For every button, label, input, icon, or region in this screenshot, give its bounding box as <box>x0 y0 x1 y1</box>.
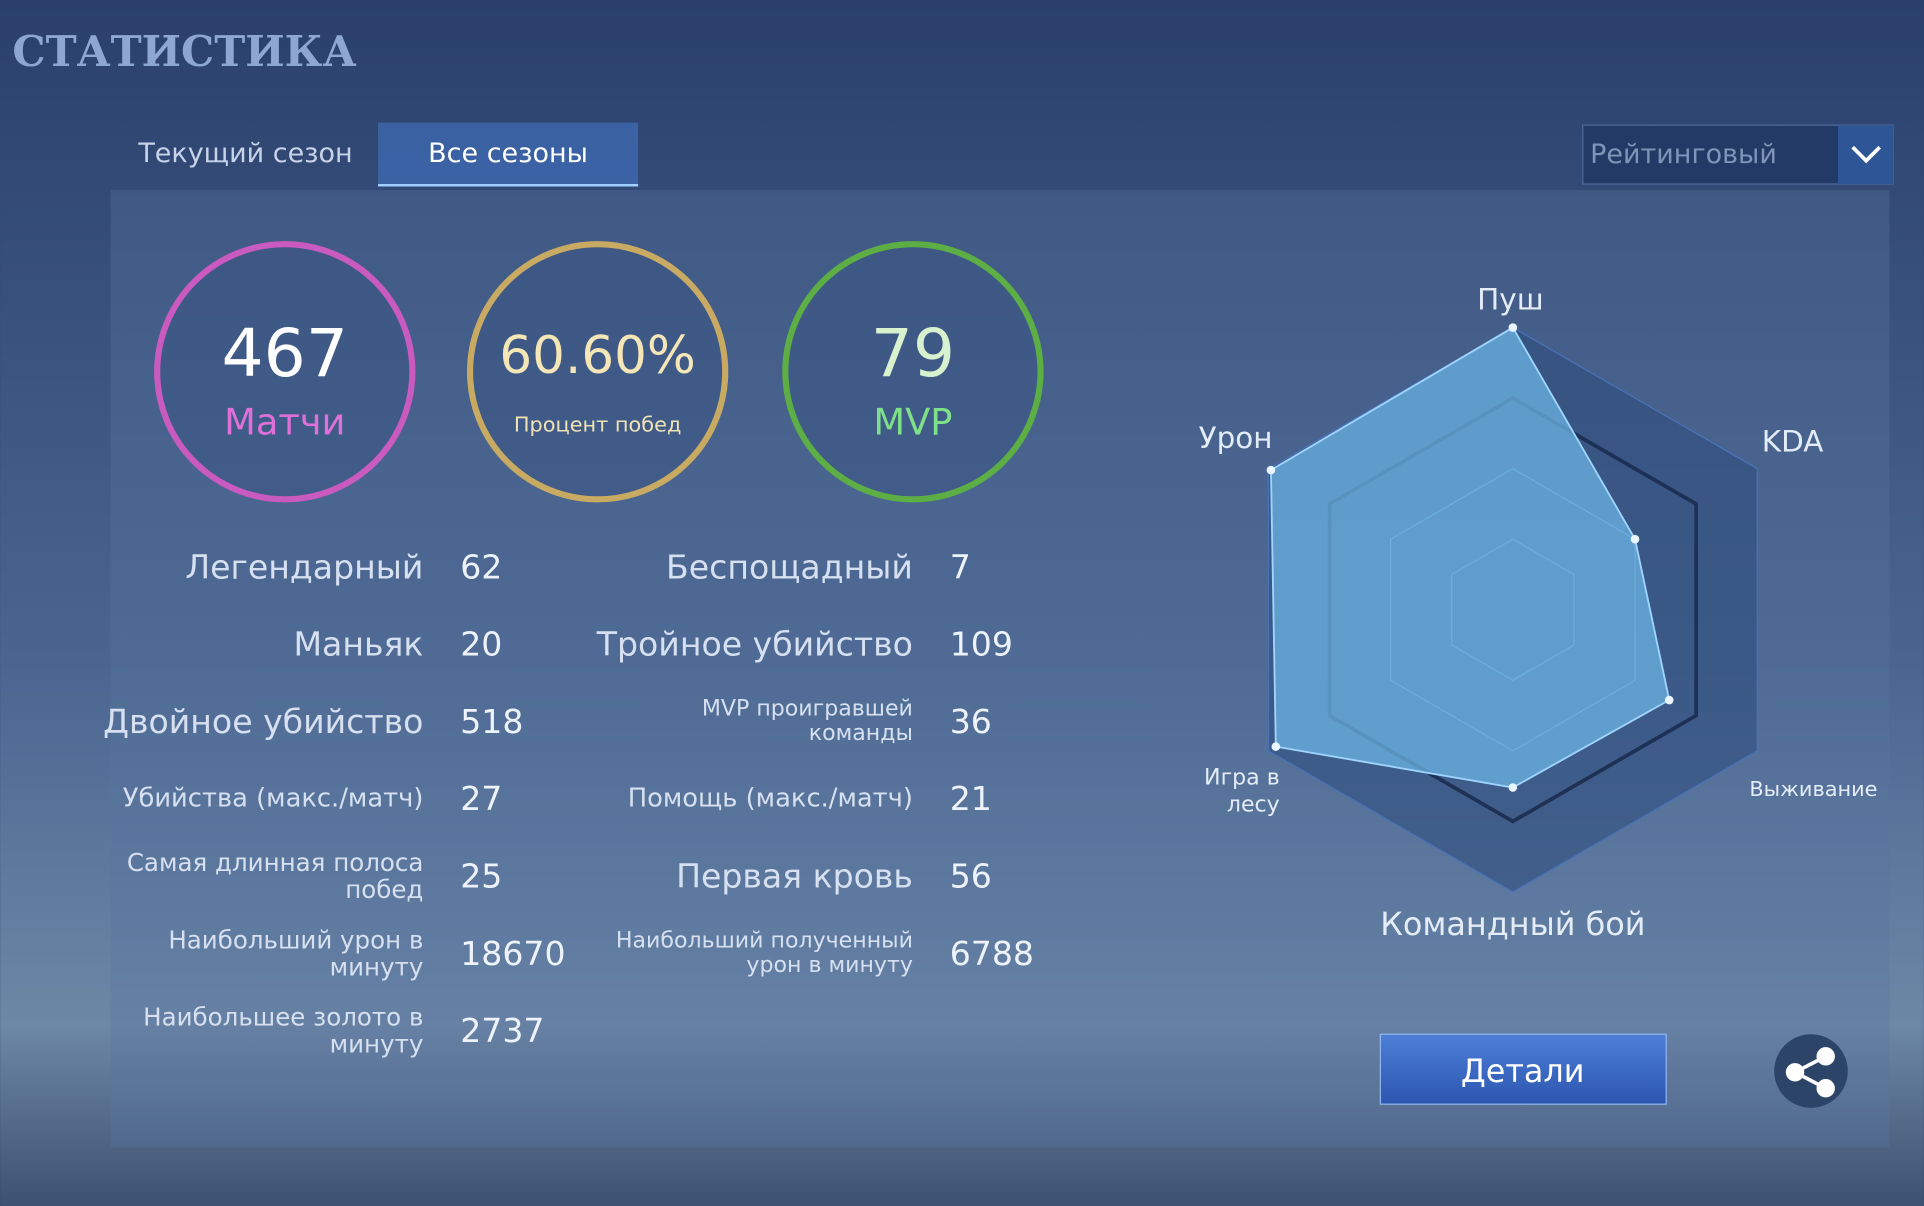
stat-value: 18670 <box>460 934 565 973</box>
stat-label: Самая длинная полоса <box>127 848 424 877</box>
summary-label: Матчи <box>224 401 345 444</box>
stat-value: 6788 <box>950 934 1034 973</box>
summary-label: MVP <box>873 401 952 444</box>
radar-point <box>1266 465 1276 475</box>
stat-value: 21 <box>950 779 992 818</box>
share-icon <box>1785 1047 1835 1098</box>
dropdown-label: Рейтинговый <box>1590 139 1777 170</box>
stat-label: Наибольшее золото в <box>143 1003 423 1032</box>
stat-label: минуту <box>330 1030 424 1059</box>
stat-value: 2737 <box>460 1011 544 1050</box>
stat-label: Легендарный <box>185 547 423 586</box>
stat-label: MVP проигравшей <box>702 697 913 722</box>
radar-point <box>1664 695 1674 705</box>
stat-label: побед <box>345 875 423 904</box>
stat-label: Наибольший урон в <box>168 925 423 954</box>
stat-label: Наибольший полученный <box>616 928 913 953</box>
stat-label: Помощь (макс./матч) <box>628 784 913 814</box>
stat-value: 109 <box>950 625 1013 664</box>
stat-label: Маньяк <box>293 625 423 664</box>
stat-value: 7 <box>950 547 971 586</box>
stat-value: 25 <box>460 856 502 895</box>
dropdown-arrow-bg <box>1837 125 1894 185</box>
stat-value: 36 <box>950 702 992 741</box>
stat-label: урон в минуту <box>746 953 913 978</box>
radar-point <box>1508 323 1518 332</box>
share-button[interactable] <box>1774 1034 1848 1108</box>
summary-value: 79 <box>871 315 955 392</box>
radar-point <box>1508 783 1518 792</box>
stat-label: команды <box>809 721 913 746</box>
stat-label: Первая кровь <box>676 856 913 895</box>
radar-point <box>1630 534 1640 544</box>
stat-value: 27 <box>460 779 502 818</box>
title: СТАТИСТИКА <box>12 27 356 76</box>
stat-value: 62 <box>460 547 502 586</box>
tab-active-bg <box>378 122 639 187</box>
stat-label: Двойное убийство <box>103 702 423 741</box>
radar-axis-label: Выживание <box>1749 777 1877 801</box>
radar-axis-label: лесу <box>1227 792 1280 817</box>
details-button[interactable] <box>1379 1033 1667 1105</box>
stat-label: Беспощадный <box>666 547 913 586</box>
summary-ring <box>154 241 416 503</box>
radar-axis-label: Игра в <box>1204 765 1280 790</box>
details-label: Детали <box>1461 1052 1585 1090</box>
tab[interactable]: Все сезоны <box>428 138 588 169</box>
tab[interactable]: Текущий сезон <box>137 138 352 169</box>
radar-axis-label: Командный бой <box>1380 905 1645 943</box>
stat-label: Тройное убийство <box>596 625 913 664</box>
stat-value: 56 <box>950 856 992 895</box>
stat-label: минуту <box>330 952 424 981</box>
radar-axis-label: KDA <box>1762 425 1824 459</box>
stat-value: 518 <box>460 702 523 741</box>
stat-value: 20 <box>460 625 502 664</box>
radar-axis-label: Пуш <box>1477 282 1544 316</box>
dropdown-arrow <box>1851 145 1881 164</box>
radar-point <box>1271 742 1281 751</box>
summary-ring <box>782 241 1044 503</box>
summary-value: 60.60% <box>499 326 695 386</box>
stat-label: Убийства (макс./матч) <box>123 784 424 814</box>
summary-label: Процент побед <box>514 412 682 436</box>
radar-axis-label: Урон <box>1199 421 1273 455</box>
summary-ring <box>466 241 729 503</box>
summary-value: 467 <box>222 315 348 392</box>
